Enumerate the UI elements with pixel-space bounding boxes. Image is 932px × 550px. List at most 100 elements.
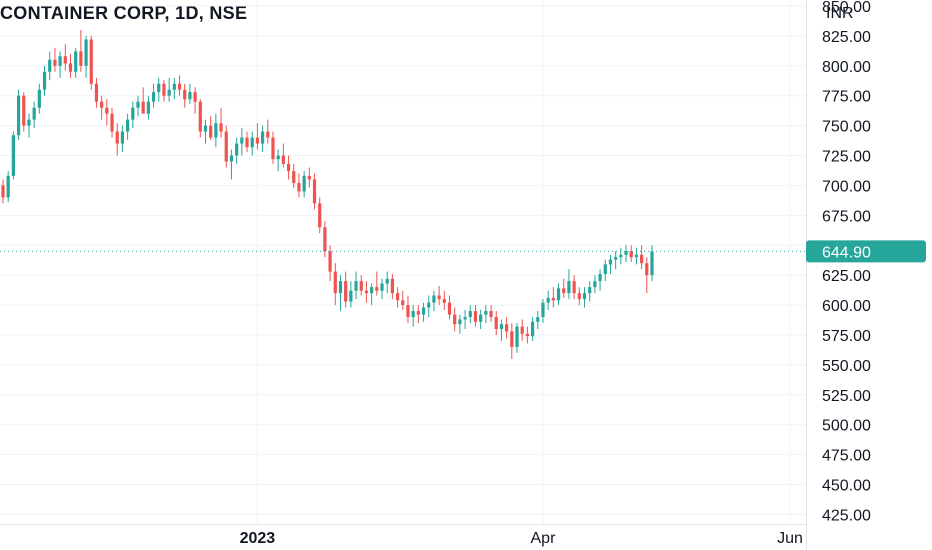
candle-body (209, 125, 213, 138)
candle-body (42, 71, 47, 90)
candle (219, 107, 223, 138)
candle-body (411, 311, 415, 318)
candle (364, 281, 369, 303)
candle-body (120, 131, 125, 144)
candle-body (115, 131, 119, 144)
candle-body (105, 107, 109, 114)
candle-body (510, 331, 514, 347)
time-axis[interactable]: 2023 Apr Jun (240, 530, 803, 547)
candle (172, 77, 176, 100)
candle (484, 305, 488, 324)
candle-body (370, 287, 374, 294)
candle (380, 278, 384, 300)
candle (333, 263, 337, 306)
candle (224, 125, 228, 168)
candle (100, 95, 104, 120)
candle (53, 47, 57, 72)
candle-body (344, 281, 348, 302)
candle-body (172, 83, 176, 90)
candle-body (489, 311, 493, 318)
candle-body (94, 83, 99, 102)
candle (458, 314, 462, 334)
candle-body (188, 92, 192, 100)
candle (421, 302, 426, 322)
candle (562, 278, 566, 298)
price-tick-label: 600.00 (822, 298, 871, 315)
candle-body (1, 185, 5, 198)
currency-label: INR (826, 5, 854, 22)
candle (188, 83, 192, 105)
candle (120, 125, 125, 152)
price-axis[interactable]: 850.00 825.00 800.00 775.00 750.00 725.00 700.… (822, 0, 871, 524)
candle (203, 119, 208, 144)
candle-body (333, 271, 337, 294)
candle-body (458, 319, 462, 325)
candle-body (323, 227, 327, 252)
candle-body (479, 314, 483, 322)
candles-layer (1, 29, 654, 359)
candle (541, 299, 545, 324)
candle (167, 77, 171, 102)
candle (447, 295, 452, 320)
candle-body (375, 287, 379, 291)
candle-body (271, 137, 275, 160)
candle-body (167, 89, 171, 96)
candle-body (447, 302, 452, 315)
price-tick-label: 750.00 (822, 119, 871, 136)
candle (416, 305, 420, 324)
candle-body (551, 297, 555, 301)
candle (338, 275, 343, 312)
candle-body (312, 179, 317, 204)
candle-body (468, 311, 472, 318)
candle (11, 131, 15, 180)
candle-body (328, 251, 332, 272)
candle-body (58, 56, 62, 66)
price-tick-label: 500.00 (822, 418, 871, 435)
candle-body (359, 281, 363, 291)
candle-body (640, 254, 644, 264)
candle (209, 116, 213, 140)
candle-body (494, 317, 498, 329)
candle-body (84, 39, 88, 66)
price-tick-label: 675.00 (822, 208, 871, 225)
candle-body (48, 59, 52, 72)
candle-body (37, 89, 41, 108)
candle (271, 131, 275, 164)
candle (255, 123, 260, 150)
candle (307, 167, 311, 188)
candle-body (193, 92, 197, 102)
candle-body (27, 119, 31, 126)
candle (572, 275, 576, 300)
candle (281, 143, 285, 168)
candle (94, 77, 99, 108)
candle-body (235, 143, 239, 156)
candle-body (390, 278, 395, 294)
price-tick-label: 850.00 (822, 0, 871, 16)
candle-body (567, 281, 571, 294)
candle-body (141, 101, 145, 114)
candle-body (380, 283, 384, 291)
price-tick-label: 450.00 (822, 478, 871, 495)
candle (1, 179, 5, 204)
candle (141, 87, 145, 114)
candle-body (406, 305, 410, 318)
candle (79, 29, 83, 72)
candle (292, 163, 296, 188)
candle-body (427, 302, 431, 308)
price-tick-label: 475.00 (822, 448, 871, 465)
candle (608, 254, 613, 274)
candle (499, 319, 504, 341)
candle (162, 80, 166, 102)
candle-body (598, 273, 602, 282)
candle (427, 295, 431, 318)
candle-body (74, 51, 78, 72)
candle-body (266, 131, 270, 138)
candle-body (276, 155, 280, 160)
candle-body (297, 183, 301, 192)
candle (395, 287, 400, 308)
candle-body (645, 263, 649, 276)
candle-body (250, 137, 254, 148)
grid-layer (0, 0, 806, 524)
candle (27, 113, 31, 138)
